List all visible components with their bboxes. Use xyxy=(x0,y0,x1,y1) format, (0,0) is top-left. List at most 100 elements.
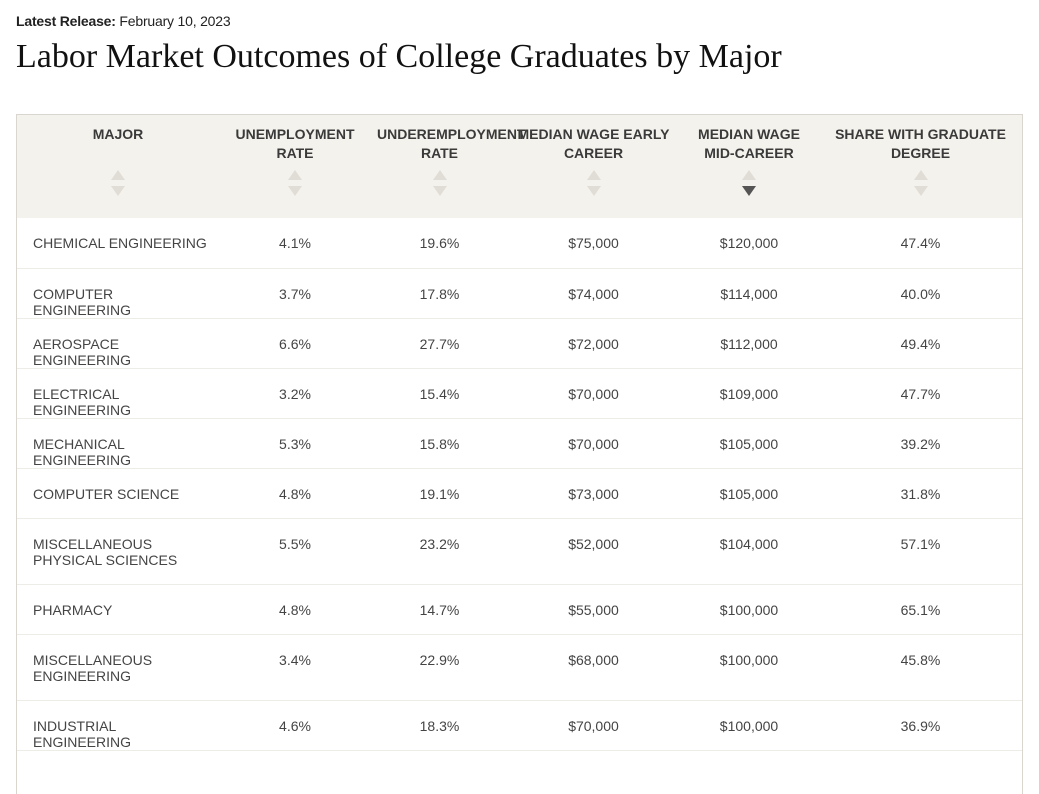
cell-share-with-graduate-degree: 47.4% xyxy=(819,218,1022,269)
table-row: COMPUTER ENGINEERING 3.7% 17.8% $74,000 $114… xyxy=(17,268,1022,319)
column-header-label: MEDIAN WAGE MID-CAREER xyxy=(698,126,800,161)
sort-descending-icon[interactable] xyxy=(586,186,601,196)
cell-unemployment-rate: 3.2% xyxy=(219,368,371,419)
cell-median-wage-mid-career: $100,000 xyxy=(679,700,819,751)
cell-unemployment-rate: 4.6% xyxy=(219,700,371,751)
cell-median-wage-early-career: $70,000 xyxy=(508,700,679,751)
column-header-unemployment-rate[interactable]: UNEMPLOYMENT RATE xyxy=(219,115,371,218)
cell-underemployment-rate: 19.1% xyxy=(371,468,508,519)
cell-unemployment-rate: 3.4% xyxy=(219,634,371,701)
column-header-share-with-graduate-degree[interactable]: SHARE WITH GRADUATE DEGREE xyxy=(819,115,1022,218)
release-line: Latest Release: February 10, 2023 xyxy=(16,13,231,29)
sort-descending-icon[interactable] xyxy=(742,186,756,196)
sort-ascending-icon[interactable] xyxy=(288,170,302,180)
cell-share-with-graduate-degree: 57.1% xyxy=(819,518,1022,585)
cell-median-wage-mid-career: $120,000 xyxy=(679,218,819,269)
cell-median-wage-early-career: $70,000 xyxy=(508,368,679,419)
cell-share-with-graduate-degree: 45.8% xyxy=(819,634,1022,701)
sort-control[interactable] xyxy=(913,170,928,196)
cell-major: ELECTRICAL ENGINEERING xyxy=(17,368,219,419)
cell-unemployment-rate: 4.8% xyxy=(219,468,371,519)
column-header-label: MAJOR xyxy=(92,126,144,142)
cell-underemployment-rate: 15.4% xyxy=(371,368,508,419)
cell-underemployment-rate: 27.7% xyxy=(371,318,508,369)
table-row: MISCELLANEOUS PHYSICAL SCIENCES 5.5% 23.2%… xyxy=(17,518,1022,585)
column-header-underemployment-rate[interactable]: UNDEREMPLOYMENT RATE xyxy=(371,115,526,218)
cell-share-with-graduate-degree: 31.8% xyxy=(819,468,1022,519)
cell-share-with-graduate-degree: 39.2% xyxy=(819,418,1022,469)
column-header-label: UNDEREMPLOYMENT RATE xyxy=(377,126,526,161)
cell-median-wage-mid-career: $100,000 xyxy=(679,634,819,701)
cell-median-wage-early-career: $55,000 xyxy=(508,584,679,635)
column-header-label: UNEMPLOYMENT RATE xyxy=(235,126,355,161)
sort-ascending-icon[interactable] xyxy=(111,170,125,180)
sort-ascending-icon[interactable] xyxy=(913,170,928,180)
cell-share-with-graduate-degree: 65.1% xyxy=(819,584,1022,635)
sort-descending-icon[interactable] xyxy=(288,186,302,196)
cell-underemployment-rate: 14.7% xyxy=(371,584,508,635)
cell-median-wage-mid-career: $109,000 xyxy=(679,368,819,419)
page-title: Labor Market Outcomes of College Graduat… xyxy=(16,38,782,75)
table-row: ELECTRICAL ENGINEERING 3.2% 15.4% $70,000 $1… xyxy=(17,368,1022,419)
cell-underemployment-rate: 18.3% xyxy=(371,700,508,751)
column-header-label: SHARE WITH GRADUATE DEGREE xyxy=(835,126,1006,161)
cell-unemployment-rate: 4.1% xyxy=(219,218,371,269)
sort-descending-icon[interactable] xyxy=(111,186,125,196)
cell-median-wage-early-career: $74,000 xyxy=(508,268,679,319)
sort-control[interactable] xyxy=(742,170,756,196)
column-header-label: MEDIAN WAGE EARLY CAREER xyxy=(517,126,670,161)
cell-median-wage-mid-career: $105,000 xyxy=(679,418,819,469)
cell-major: MISCELLANEOUS ENGINEERING xyxy=(17,634,219,701)
cell-median-wage-early-career: $68,000 xyxy=(508,634,679,701)
data-table-container: MAJOR UNEMPLOYMENT RATE UNDEREMPLOYMENT RA… xyxy=(16,114,1023,794)
sort-descending-icon[interactable] xyxy=(432,186,447,196)
sort-ascending-icon[interactable] xyxy=(432,170,447,180)
cell-underemployment-rate: 17.8% xyxy=(371,268,508,319)
cell-major: COMPUTER SCIENCE xyxy=(17,468,219,519)
cell-major: MISCELLANEOUS PHYSICAL SCIENCES xyxy=(17,518,219,585)
sort-descending-icon[interactable] xyxy=(913,186,928,196)
table-row: MISCELLANEOUS ENGINEERING 3.4% 22.9% $68,00… xyxy=(17,634,1022,701)
cell-unemployment-rate: 6.6% xyxy=(219,318,371,369)
cell-unemployment-rate: 3.7% xyxy=(219,268,371,319)
release-label: Latest Release: xyxy=(16,13,116,29)
cell-median-wage-mid-career: $100,000 xyxy=(679,584,819,635)
cell-underemployment-rate: 23.2% xyxy=(371,518,508,585)
cell-underemployment-rate: 22.9% xyxy=(371,634,508,701)
cell-unemployment-rate: 5.5% xyxy=(219,518,371,585)
cell-median-wage-early-career: $73,000 xyxy=(508,468,679,519)
sort-control[interactable] xyxy=(111,170,125,196)
cell-median-wage-mid-career: $105,000 xyxy=(679,468,819,519)
cell-major: COMPUTER ENGINEERING xyxy=(17,268,219,319)
cell-major: PHARMACY xyxy=(17,584,219,635)
cell-major: MECHANICAL ENGINEERING xyxy=(17,418,219,469)
cell-unemployment-rate: 4.8% xyxy=(219,584,371,635)
cell-share-with-graduate-degree: 40.0% xyxy=(819,268,1022,319)
sort-ascending-icon[interactable] xyxy=(742,170,756,180)
column-header-median-wage-mid-career[interactable]: MEDIAN WAGE MID-CAREER xyxy=(679,115,819,218)
cell-unemployment-rate: 5.3% xyxy=(219,418,371,469)
cell-major: INDUSTRIAL ENGINEERING xyxy=(17,700,219,751)
table-row: INDUSTRIAL ENGINEERING 4.6% 18.3% $70,000 $1… xyxy=(17,700,1022,751)
cell-median-wage-mid-career: $104,000 xyxy=(679,518,819,585)
cell-median-wage-early-career: $75,000 xyxy=(508,218,679,269)
outcomes-table: MAJOR UNEMPLOYMENT RATE UNDEREMPLOYMENT RA… xyxy=(17,115,1022,751)
cell-major: CHEMICAL ENGINEERING xyxy=(17,218,219,269)
cell-median-wage-early-career: $70,000 xyxy=(508,418,679,469)
sort-ascending-icon[interactable] xyxy=(586,170,601,180)
cell-underemployment-rate: 19.6% xyxy=(371,218,508,269)
column-header-median-wage-early-career[interactable]: MEDIAN WAGE EARLY CAREER xyxy=(508,115,679,218)
cell-underemployment-rate: 15.8% xyxy=(371,418,508,469)
table-row: AEROSPACE ENGINEERING 6.6% 27.7% $72,000 $11… xyxy=(17,318,1022,369)
column-header-major[interactable]: MAJOR xyxy=(17,115,219,218)
cell-median-wage-mid-career: $112,000 xyxy=(679,318,819,369)
cell-share-with-graduate-degree: 47.7% xyxy=(819,368,1022,419)
sort-control[interactable] xyxy=(288,170,302,196)
release-date: February 10, 2023 xyxy=(119,13,231,29)
sort-control[interactable] xyxy=(432,170,447,196)
cell-median-wage-early-career: $72,000 xyxy=(508,318,679,369)
table-row: MECHANICAL ENGINEERING 5.3% 15.8% $70,000 $1… xyxy=(17,418,1022,469)
table-header-row: MAJOR UNEMPLOYMENT RATE UNDEREMPLOYMENT RA… xyxy=(17,115,1022,218)
sort-control[interactable] xyxy=(586,170,601,196)
cell-median-wage-mid-career: $114,000 xyxy=(679,268,819,319)
